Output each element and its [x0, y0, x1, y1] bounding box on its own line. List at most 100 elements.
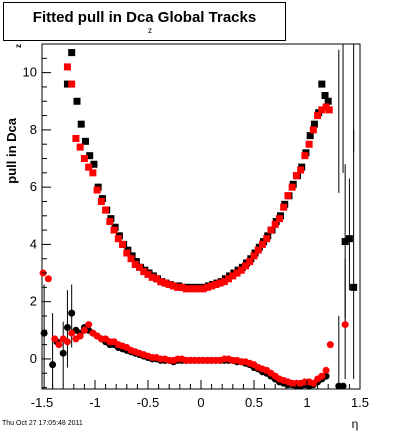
error-bars: [43, 44, 355, 389]
data-point-square: [233, 269, 241, 277]
data-point-circle: [51, 335, 59, 343]
data-point-square: [199, 285, 207, 293]
y-tick-label: 4: [30, 236, 37, 251]
data-point-square: [220, 278, 228, 286]
data-point-square: [63, 63, 71, 71]
data-point-square: [318, 80, 326, 88]
data-point-square: [225, 275, 233, 283]
data-point-square: [297, 166, 305, 174]
data-point-square: [292, 172, 300, 180]
data-point-square: [325, 106, 333, 114]
data-point-square: [309, 126, 317, 134]
data-point-square: [123, 249, 131, 257]
data-points: [39, 49, 358, 390]
data-point-square: [127, 255, 135, 263]
data-point-square: [280, 203, 288, 211]
data-point-square: [288, 183, 296, 191]
chart-title-suffix: Global Tracks: [153, 9, 257, 26]
data-point-square: [258, 240, 266, 248]
data-point-square: [306, 132, 314, 140]
data-point-square: [73, 97, 81, 105]
data-point-square: [169, 282, 177, 290]
data-point-square: [80, 155, 88, 163]
data-point-square: [102, 206, 110, 214]
data-point-square: [271, 220, 279, 228]
data-point-square: [203, 283, 211, 291]
timestamp: Thu Oct 27 17:05:48 2011: [2, 420, 83, 427]
x-tick-label: -1: [89, 395, 101, 410]
chart-title-subscript: z: [148, 26, 152, 35]
data-point-square: [148, 273, 156, 281]
data-point-square: [178, 283, 186, 291]
data-point-square: [216, 279, 224, 287]
data-point-circle: [68, 329, 76, 337]
data-point-square: [195, 285, 203, 293]
data-point-square: [131, 260, 139, 268]
data-point-square: [310, 120, 318, 128]
y-tick-label: 2: [30, 294, 37, 309]
data-point-circle: [68, 309, 76, 317]
data-point-square: [250, 252, 258, 260]
chart-title-box: Fitted pull in Dca Global Tracks z: [3, 2, 286, 41]
data-point-square: [254, 246, 262, 254]
data-point-square: [72, 134, 80, 142]
data-point-circle: [322, 366, 330, 374]
data-point-square: [186, 285, 194, 293]
data-point-square: [301, 152, 309, 160]
data-point-circle: [40, 329, 48, 337]
data-point-square: [242, 262, 250, 270]
data-point-circle: [85, 321, 93, 329]
y-axis-label: pull in Dca: [4, 117, 19, 184]
data-point-square: [86, 152, 94, 160]
y-tick-label: 10: [23, 65, 37, 80]
data-point-circle: [318, 372, 326, 380]
data-point-circle: [80, 326, 88, 334]
x-tick-label: 1.5: [351, 395, 369, 410]
data-point-square: [321, 92, 329, 100]
data-point-square: [182, 285, 190, 293]
data-point-circle: [44, 275, 52, 283]
data-point-square: [140, 268, 148, 276]
data-point-square: [350, 283, 358, 291]
data-point-square: [284, 192, 292, 200]
data-point-square: [174, 283, 182, 291]
data-point-square: [305, 140, 313, 148]
x-tick-label: -1.5: [31, 395, 53, 410]
plot-area-border: [41, 43, 361, 390]
data-point-square: [263, 235, 271, 243]
data-point-square: [81, 137, 89, 145]
axes: -1.5 -1 -0.5 0 0.5 1 1.5 0 2 4 6 8 10: [23, 43, 369, 410]
data-point-square: [208, 282, 216, 290]
data-point-circle: [339, 382, 347, 390]
data-point-square: [318, 106, 326, 114]
data-point-square: [114, 235, 122, 243]
data-point-circle: [63, 338, 71, 346]
y-tick-label: 8: [30, 122, 37, 137]
data-point-square: [314, 112, 322, 120]
data-point-square: [237, 266, 245, 274]
data-point-circle: [59, 349, 67, 357]
x-tick-label: 0.5: [245, 395, 263, 410]
y-axis-label-subscript: z: [14, 44, 23, 48]
data-point-square: [85, 163, 93, 171]
y-tick-label: 0: [30, 351, 37, 366]
x-tick-label: 0: [197, 395, 204, 410]
data-point-square: [68, 80, 76, 88]
data-point-square: [212, 280, 220, 288]
data-point-square: [119, 240, 127, 248]
data-point-square: [229, 272, 237, 280]
data-point-square: [267, 226, 275, 234]
data-point-square: [152, 275, 160, 283]
x-axis-label: η: [352, 417, 359, 431]
data-point-square: [191, 285, 199, 293]
data-point-square: [165, 280, 173, 288]
data-point-square: [106, 218, 114, 226]
data-point-square: [90, 160, 98, 168]
data-point-square: [93, 186, 101, 194]
data-point-circle: [63, 323, 71, 331]
y-tick-label: 6: [30, 179, 37, 194]
data-point-circle: [76, 332, 84, 340]
data-point-square: [76, 143, 84, 151]
data-point-square: [77, 120, 85, 128]
